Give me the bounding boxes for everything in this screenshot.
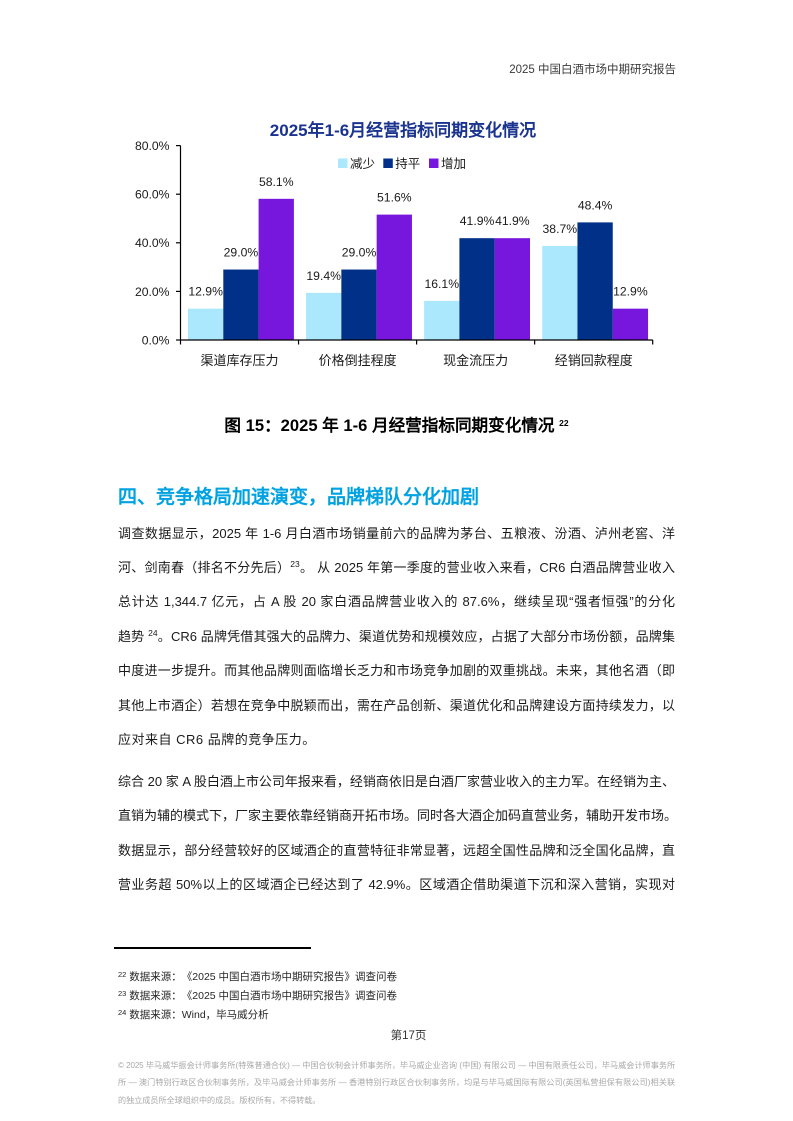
- svg-text:41.9%: 41.9%: [460, 214, 495, 228]
- svg-text:12.9%: 12.9%: [613, 285, 648, 299]
- svg-text:29.0%: 29.0%: [224, 246, 259, 260]
- svg-text:减少: 减少: [350, 157, 375, 171]
- svg-text:29.0%: 29.0%: [342, 246, 377, 260]
- svg-text:12.9%: 12.9%: [188, 285, 223, 299]
- svg-text:现金流压力: 现金流压力: [443, 353, 508, 368]
- svg-text:2025年1-6月经营指标同期变化情况: 2025年1-6月经营指标同期变化情况: [270, 120, 536, 140]
- svg-text:58.1%: 58.1%: [259, 175, 294, 189]
- svg-text:51.6%: 51.6%: [377, 191, 412, 205]
- svg-text:80.0%: 80.0%: [135, 139, 170, 153]
- svg-text:60.0%: 60.0%: [135, 188, 170, 202]
- svg-text:持平: 持平: [395, 156, 420, 171]
- svg-text:渠道库存压力: 渠道库存压力: [200, 353, 278, 368]
- svg-text:19.4%: 19.4%: [306, 269, 341, 283]
- svg-text:38.7%: 38.7%: [543, 222, 578, 236]
- svg-text:41.9%: 41.9%: [495, 214, 530, 228]
- svg-text:经销回款程度: 经销回款程度: [555, 353, 633, 368]
- svg-text:48.4%: 48.4%: [578, 198, 613, 212]
- svg-text:价格倒挂程度: 价格倒挂程度: [319, 353, 397, 368]
- svg-text:16.1%: 16.1%: [424, 277, 459, 291]
- svg-text:增加: 增加: [441, 156, 466, 171]
- svg-text:20.0%: 20.0%: [135, 285, 170, 299]
- svg-text:40.0%: 40.0%: [135, 236, 170, 250]
- svg-text:0.0%: 0.0%: [142, 333, 170, 347]
